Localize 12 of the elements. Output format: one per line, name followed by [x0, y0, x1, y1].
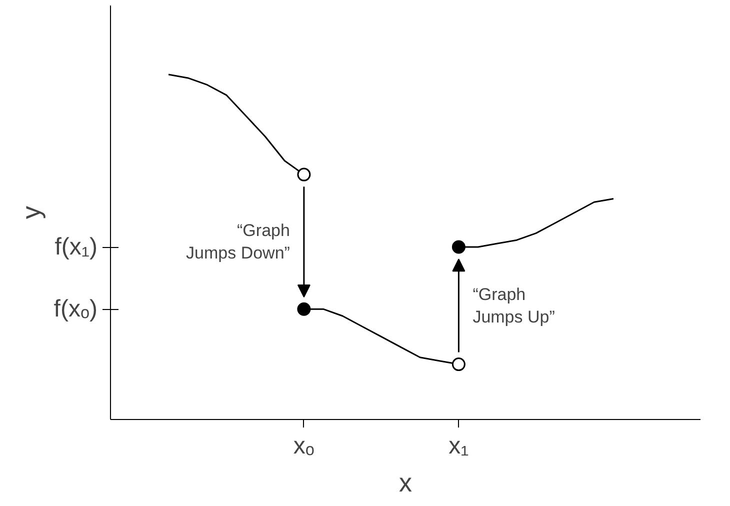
x-tick-label: xₒ — [293, 432, 314, 460]
y-axis-title: y — [16, 206, 46, 219]
point — [452, 358, 466, 372]
point — [297, 302, 311, 316]
annotation: “Graph Jumps Up” — [472, 284, 556, 327]
annotation: “Graph Jumps Down” — [186, 220, 290, 263]
x-tick-label: x₁ — [448, 432, 469, 460]
x-axis-title: x — [399, 468, 412, 498]
text: f(x₁) — [54, 234, 98, 260]
point — [452, 240, 466, 254]
point — [297, 168, 311, 182]
text: f(xₒ) — [54, 296, 98, 323]
